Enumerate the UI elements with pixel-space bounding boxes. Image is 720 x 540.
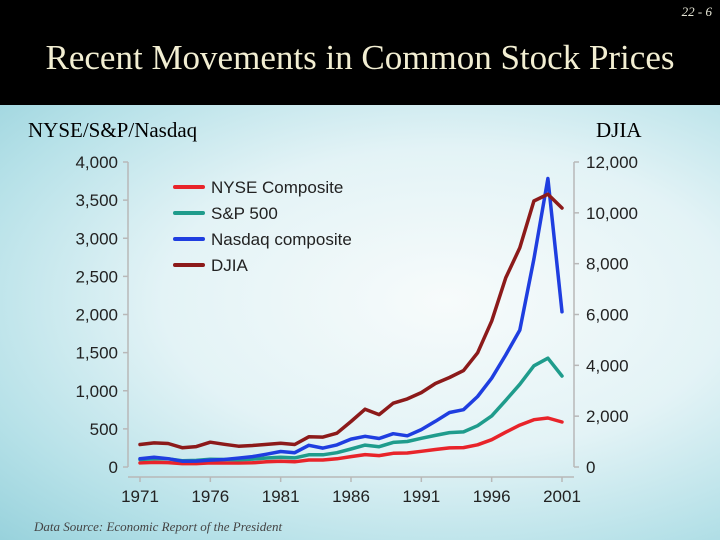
chart-legend: NYSE Composite S&P 500 Nasdaq composite DJI… — [173, 178, 352, 275]
series-line-djia — [138, 192, 564, 450]
x-axis-tick-label: 1986 — [332, 487, 370, 506]
x-axis-tick-label: 2001 — [543, 487, 581, 506]
left-axis-tick-label: 2,500 — [75, 267, 118, 286]
legend-label-s-p-500: S&P 500 — [211, 204, 278, 223]
right-axis-tick-label: 2,000 — [586, 407, 629, 426]
title-bar: 22 - 6 Recent Movements in Common Stock … — [0, 0, 720, 105]
right-axis-tick-label: 12,000 — [586, 153, 638, 172]
left-axis-tick-label: 3,000 — [75, 229, 118, 248]
left-axis-tick-label: 2,000 — [75, 306, 118, 325]
legend-label-nyse-composite: NYSE Composite — [211, 178, 343, 197]
series-line-nyse-composite — [138, 416, 564, 466]
right-axis-title: DJIA — [596, 118, 642, 142]
left-axis-tick-label: 500 — [90, 420, 118, 439]
chart-series — [138, 176, 564, 466]
left-axis-title: NYSE/S&P/Nasdaq — [28, 118, 198, 142]
x-axis-tick-label: 1996 — [473, 487, 511, 506]
chart-axes: 0 500 1,000 1,500 2,000 2,500 3,000 3,500 4,000 0… — [75, 153, 638, 506]
right-axis-tick-label: 6,000 — [586, 306, 629, 325]
legend-label-nasdaq-composite: Nasdaq composite — [211, 230, 352, 249]
data-source-footnote: Data Source: Economic Report of the Pres… — [34, 519, 283, 534]
right-axis-tick-label: 8,000 — [586, 255, 629, 274]
right-axis-tick-label: 4,000 — [586, 356, 629, 375]
x-axis-tick-label: 1971 — [121, 487, 159, 506]
left-axis-tick-label: 1,000 — [75, 382, 118, 401]
x-axis-tick-label: 1991 — [402, 487, 440, 506]
right-axis-tick-label: 10,000 — [586, 204, 638, 223]
series-line-nasdaq-composite — [138, 176, 564, 463]
left-axis-tick-label: 4,000 — [75, 153, 118, 172]
left-axis-tick-label: 0 — [109, 458, 118, 477]
x-axis-tick-label: 1976 — [191, 487, 229, 506]
slide-content — [0, 105, 720, 540]
left-axis-tick-label: 1,500 — [75, 344, 118, 363]
x-axis-tick-label: 1981 — [262, 487, 300, 506]
left-axis-tick-label: 3,500 — [75, 191, 118, 210]
slide-number: 22 - 6 — [681, 4, 712, 19]
slide-title: Recent Movements in Common Stock Prices — [45, 38, 675, 77]
right-axis-tick-label: 0 — [586, 458, 595, 477]
legend-label-djia: DJIA — [211, 256, 249, 275]
